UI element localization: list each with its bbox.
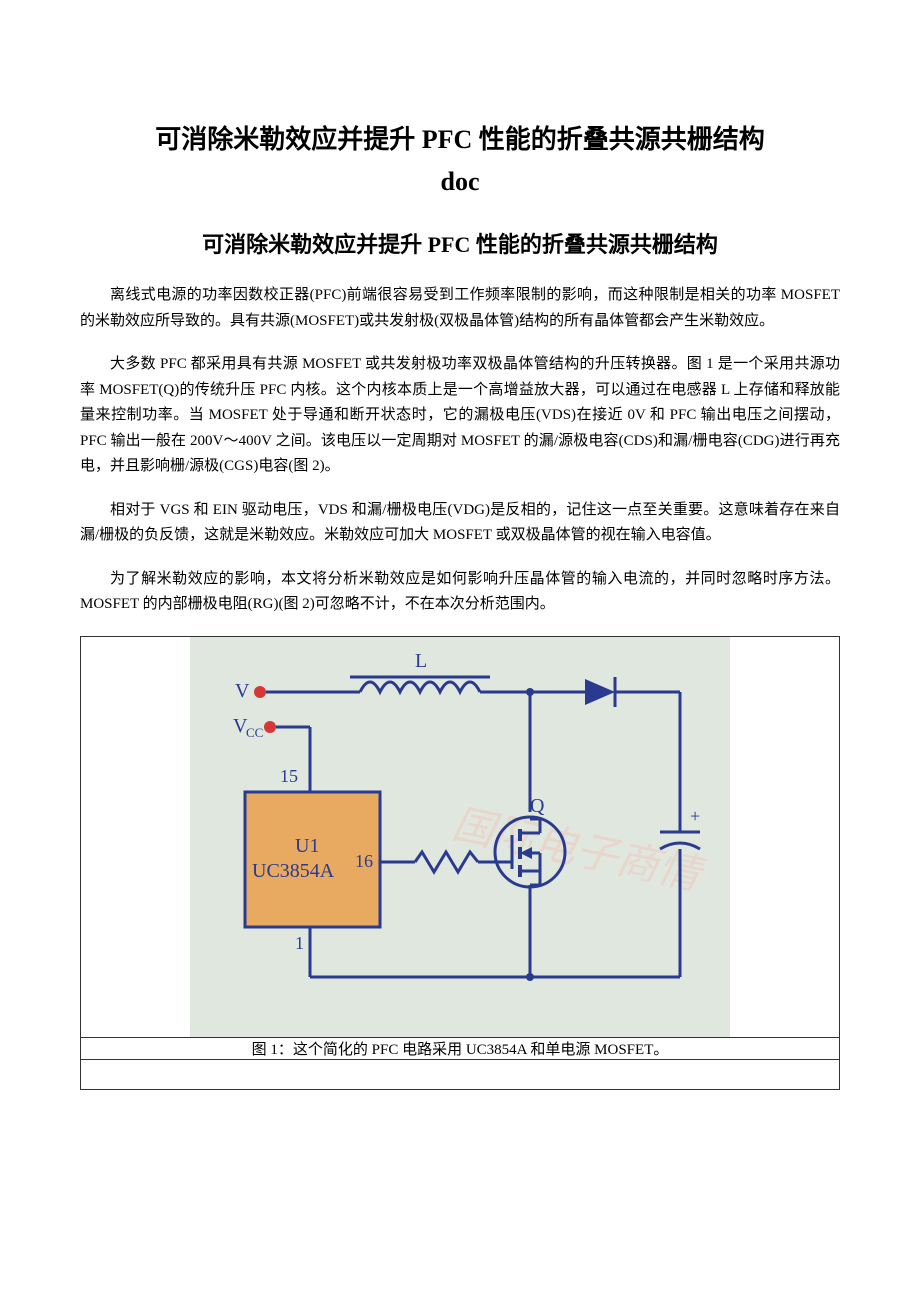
u1-label: U1 — [295, 835, 319, 857]
figure-1-empty-row — [81, 1059, 840, 1089]
pin1-label: 1 — [295, 933, 304, 953]
pin15-label: 15 — [280, 766, 298, 786]
figure-1-circuit: 国际电子商情 V L — [190, 637, 730, 1037]
paragraph-4: 为了解米勒效应的影响，本文将分析米勒效应是如何影响升压晶体管的输入电流的，并同时… — [80, 567, 840, 618]
v-label: V — [235, 680, 250, 702]
l-label: L — [415, 650, 427, 672]
q-label: Q — [530, 795, 545, 817]
paragraph-1: 离线式电源的功率因数校正器(PFC)前端很容易受到工作频率限制的影响，而这种限制… — [80, 283, 840, 334]
figure-1-caption: 图 1：这个简化的 PFC 电路采用 UC3854A 和单电源 MOSFET。 — [81, 1037, 840, 1059]
main-title: 可消除米勒效应并提升 PFC 性能的折叠共源共栅结构 — [80, 120, 840, 159]
subtitle: 可消除米勒效应并提升 PFC 性能的折叠共源共栅结构 — [80, 227, 840, 259]
paragraph-2: 大多数 PFC 都采用具有共源 MOSFET 或共发射极功率双极晶体管结构的升压… — [80, 352, 840, 480]
pin16-label: 16 — [355, 851, 373, 871]
vcc-sub: CC — [246, 725, 263, 740]
paragraph-3: 相对于 VGS 和 EIN 驱动电压，VDS 和漏/栅极电压(VDG)是反相的，… — [80, 498, 840, 549]
cap-plus: + — [690, 806, 700, 826]
figure-1-table: 国际电子商情 V L — [80, 636, 840, 1090]
vcc-node — [264, 721, 276, 733]
main-title-doc: doc — [80, 167, 840, 197]
v-node — [254, 686, 266, 698]
figure-1-cell: 国际电子商情 V L — [81, 636, 840, 1037]
chip-label: UC3854A — [252, 860, 335, 882]
